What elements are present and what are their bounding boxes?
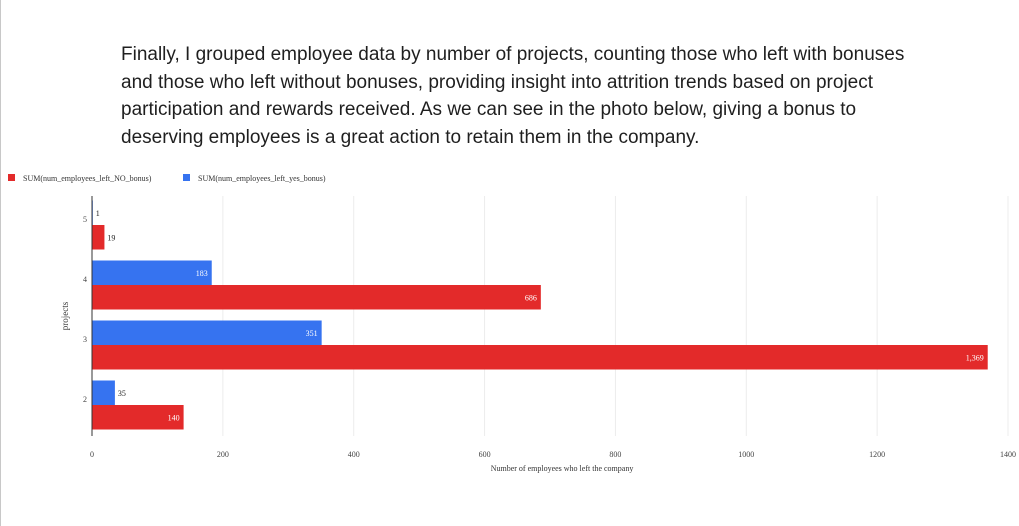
chart-gridlines: [222, 196, 1009, 436]
chart-axes: 0 200 400 600 800 1000 1200 1400 5 4 3 2 Number of e…: [60, 196, 1016, 473]
bar-chart: SUM(num_employees_left_NO_bonus) SUM(num_…: [8, 174, 1016, 473]
y-tick-label: 3: [83, 335, 87, 344]
bar: [92, 260, 212, 285]
x-tick-label: 800: [609, 450, 621, 459]
data-label: 351: [306, 329, 318, 338]
data-label: 1,369: [966, 353, 984, 362]
x-tick-label: 200: [217, 450, 229, 459]
legend-swatch: [8, 174, 15, 181]
data-label: 19: [107, 233, 115, 242]
intro-paragraph: Finally, I grouped employee data by numb…: [121, 44, 905, 148]
x-tick-label: 1200: [869, 450, 885, 459]
bar: [92, 345, 988, 370]
y-tick-label: 5: [83, 215, 87, 224]
data-label: 35: [118, 389, 126, 398]
page-left-border: [0, 0, 1, 526]
data-label: 183: [196, 269, 208, 278]
chart-legend: SUM(num_employees_left_NO_bonus) SUM(num_…: [8, 174, 326, 183]
x-tick-label: 600: [479, 450, 491, 459]
data-label: 1: [96, 209, 100, 218]
bar: [92, 380, 115, 405]
chart-bars: 1 19 183 686 351 1,369 35 140: [92, 200, 988, 430]
bar: [92, 225, 105, 250]
y-tick-label: 4: [83, 275, 87, 284]
x-axis-title: Number of employees who left the company: [491, 464, 634, 473]
y-axis-title: projects: [60, 301, 70, 330]
x-tick-label: 1400: [1000, 450, 1016, 459]
x-tick-label: 400: [348, 450, 360, 459]
bar: [92, 320, 322, 345]
legend-label: SUM(num_employees_left_NO_bonus): [23, 174, 152, 183]
x-tick-label: 1000: [738, 450, 754, 459]
x-tick-label: 0: [90, 450, 94, 459]
bar: [92, 405, 184, 430]
data-label: 140: [168, 413, 180, 422]
bar: [92, 285, 541, 310]
legend-swatch: [183, 174, 190, 181]
legend-label: SUM(num_employees_left_yes_bonus): [198, 174, 326, 183]
y-tick-label: 2: [83, 395, 87, 404]
data-label: 686: [525, 293, 537, 302]
